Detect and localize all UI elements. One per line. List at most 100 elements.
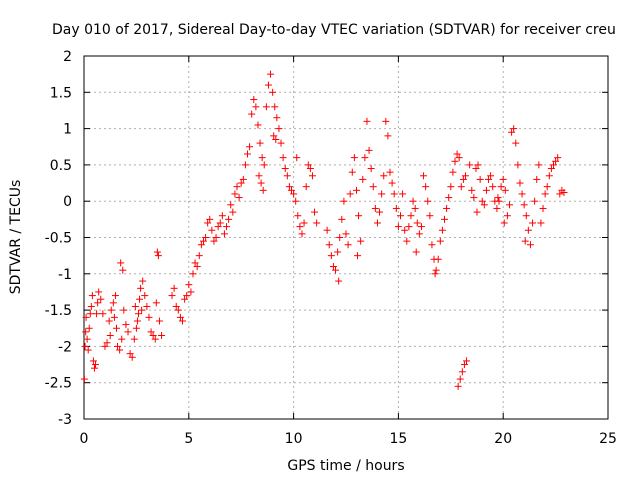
data-point xyxy=(84,346,92,354)
chart-title: Day 010 of 2017, Sidereal Day-to-day VTE… xyxy=(52,22,616,38)
data-point xyxy=(480,201,488,209)
data-point xyxy=(524,226,532,234)
data-point xyxy=(352,186,360,194)
data-point xyxy=(380,172,388,180)
data-points xyxy=(80,70,568,390)
data-point xyxy=(82,328,90,336)
data-point xyxy=(292,197,300,205)
data-point xyxy=(294,212,302,220)
data-point xyxy=(336,234,344,241)
data-point xyxy=(344,241,352,249)
data-point xyxy=(417,223,425,231)
data-point xyxy=(346,190,354,198)
data-point xyxy=(137,284,145,292)
data-point xyxy=(473,208,481,216)
data-point xyxy=(208,226,216,234)
data-point xyxy=(87,302,95,310)
data-point xyxy=(256,139,264,147)
data-point xyxy=(107,306,115,314)
data-point xyxy=(541,190,549,198)
data-point xyxy=(415,230,423,238)
data-point xyxy=(306,165,314,173)
data-point xyxy=(342,230,350,238)
data-point xyxy=(401,226,409,234)
data-point xyxy=(191,259,199,267)
y-tick-label: 1 xyxy=(63,122,72,138)
data-point xyxy=(382,117,390,125)
data-point xyxy=(533,175,541,183)
data-point xyxy=(531,197,539,205)
data-point xyxy=(95,288,103,296)
x-axis-title: GPS time / hours xyxy=(287,458,404,474)
data-point xyxy=(453,150,461,158)
data-point xyxy=(193,263,201,271)
data-point xyxy=(118,335,126,343)
data-point xyxy=(510,125,518,133)
data-point xyxy=(212,234,220,241)
data-point xyxy=(126,350,134,358)
data-point xyxy=(227,201,235,209)
data-point xyxy=(543,183,551,191)
data-point xyxy=(130,335,138,343)
data-point xyxy=(399,190,407,198)
y-tick-label: -1 xyxy=(58,267,72,283)
data-point xyxy=(216,219,224,227)
data-point xyxy=(128,353,136,361)
data-point xyxy=(181,295,189,303)
data-point xyxy=(225,215,233,223)
data-point xyxy=(204,219,212,227)
data-point xyxy=(485,175,493,183)
data-point xyxy=(413,219,421,227)
data-point xyxy=(81,342,89,350)
data-point xyxy=(367,165,375,173)
data-point xyxy=(283,172,291,180)
data-point xyxy=(189,270,197,278)
y-tick-label: 0 xyxy=(63,194,72,210)
data-point xyxy=(85,324,93,332)
y-tick-label: -1.5 xyxy=(45,303,72,319)
data-point xyxy=(298,230,306,238)
data-point xyxy=(111,292,119,300)
data-point xyxy=(300,219,308,227)
x-tick-label: 15 xyxy=(389,431,407,447)
data-point xyxy=(187,288,195,296)
data-point xyxy=(458,368,466,376)
data-point xyxy=(431,270,439,278)
data-point xyxy=(277,139,285,147)
data-point xyxy=(199,237,207,245)
data-point xyxy=(257,179,265,187)
data-point xyxy=(449,168,457,176)
data-point xyxy=(424,197,432,205)
y-tick-label: -3 xyxy=(58,412,72,428)
data-point xyxy=(508,128,516,136)
data-point xyxy=(361,154,369,162)
data-point xyxy=(472,165,480,173)
data-point xyxy=(334,248,342,256)
data-point xyxy=(388,179,396,187)
data-point xyxy=(560,188,568,196)
data-point xyxy=(547,165,555,173)
data-point xyxy=(246,143,254,151)
grid xyxy=(84,56,608,419)
data-point xyxy=(501,186,509,194)
data-point xyxy=(179,317,187,325)
data-point xyxy=(503,212,511,220)
data-point xyxy=(545,172,553,180)
data-point xyxy=(329,263,337,271)
data-point xyxy=(103,339,111,347)
data-point xyxy=(239,175,247,183)
data-point xyxy=(466,161,474,169)
data-point xyxy=(252,103,260,111)
data-point xyxy=(210,237,218,245)
data-point xyxy=(457,183,465,191)
data-point xyxy=(304,161,312,169)
data-point xyxy=(151,335,159,343)
data-point xyxy=(436,237,444,245)
data-point xyxy=(235,194,243,202)
data-point xyxy=(237,179,245,187)
data-point xyxy=(390,190,398,198)
data-point xyxy=(97,295,105,303)
data-point xyxy=(411,204,419,212)
data-point xyxy=(403,237,411,245)
data-point xyxy=(206,215,214,223)
